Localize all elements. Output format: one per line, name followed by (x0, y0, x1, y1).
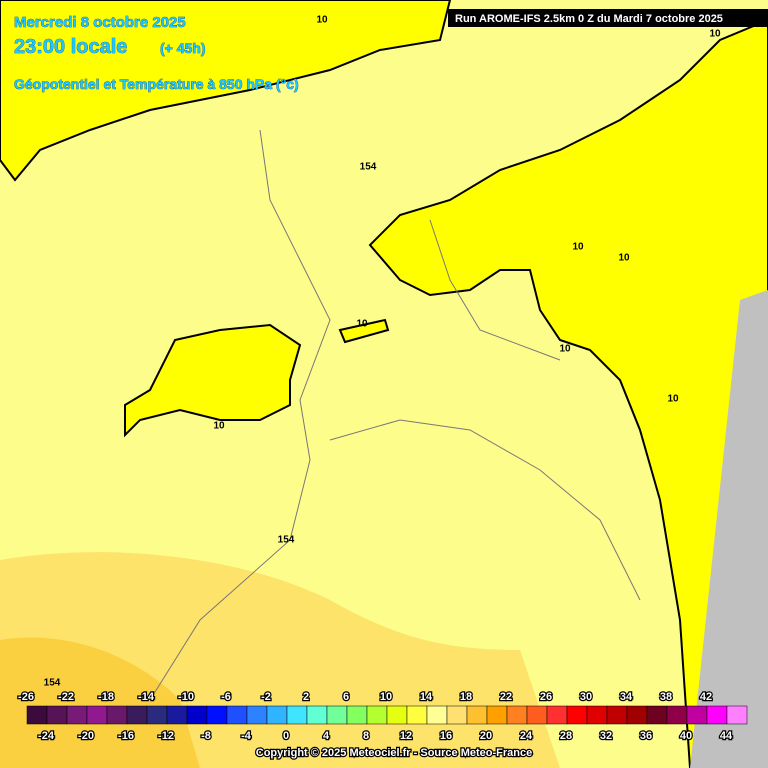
legend-swatch (606, 705, 628, 725)
legend-swatch (346, 705, 368, 725)
legend-label: -10 (178, 691, 194, 703)
contour-label: 10 (572, 242, 584, 253)
legend-label: 24 (520, 730, 533, 742)
legend-swatch (666, 705, 688, 725)
legend-label: 22 (500, 691, 512, 703)
legend-swatch (686, 705, 708, 725)
contour-label: 10 (709, 29, 721, 40)
legend-swatch (286, 705, 308, 725)
legend-swatch (126, 705, 148, 725)
legend-swatch (46, 705, 68, 725)
legend-swatch (106, 705, 128, 725)
lead: (+ 45h) (160, 40, 206, 56)
contour-label: 154 (278, 535, 295, 546)
legend-swatch (306, 705, 328, 725)
legend-label: 38 (660, 691, 672, 703)
warm-area (0, 637, 200, 768)
legend-label: 18 (460, 691, 472, 703)
legend-swatch (406, 705, 428, 725)
legend-label: -14 (138, 691, 155, 703)
legend-swatch (326, 705, 348, 725)
legend-label: -12 (158, 730, 174, 742)
legend-label: 10 (380, 691, 392, 703)
legend-swatch (466, 705, 488, 725)
run-box (448, 9, 768, 27)
legend-label: 44 (720, 730, 733, 742)
legend-swatch (646, 705, 668, 725)
copyright: Copyright © 2025 Meteociel.fr - Source M… (256, 747, 532, 759)
legend-swatch (386, 705, 408, 725)
cold-area (0, 0, 452, 182)
borders (149, 129, 641, 701)
legend-swatch (566, 705, 588, 725)
legend-label: 16 (440, 730, 452, 742)
legend-label: 42 (700, 691, 712, 703)
legend-swatch (366, 705, 388, 725)
legend-swatch (266, 705, 288, 725)
legend-swatch (586, 705, 608, 725)
legend-swatch (526, 705, 548, 725)
legend-swatch (726, 705, 748, 725)
legend-swatch (446, 705, 468, 725)
legend-label: 2 (303, 691, 309, 703)
legend-swatch (146, 705, 168, 725)
legend-label: 4 (323, 730, 330, 742)
legend-label: -24 (38, 730, 55, 742)
time: 23:00 locale (14, 36, 127, 58)
legend-swatch (706, 705, 728, 725)
legend-swatch (186, 705, 208, 725)
legend-label: 36 (640, 730, 652, 742)
legend-label: 8 (363, 730, 369, 742)
run-info: Run AROME-IFS 2.5km 0 Z du Mardi 7 octob… (455, 13, 723, 25)
contour-label: 10 (213, 421, 225, 432)
contour-label: 154 (360, 162, 377, 173)
legend-swatch (506, 705, 528, 725)
legend-label: 28 (560, 730, 572, 742)
legend-label: -18 (98, 691, 114, 703)
parameter: Géopotentiel et Température à 850 hPa (°… (14, 76, 299, 92)
legend-label: -20 (78, 730, 94, 742)
legend-swatch (246, 705, 268, 725)
legend-swatch (426, 705, 448, 725)
legend-swatch (626, 705, 648, 725)
legend-label: 12 (400, 730, 412, 742)
legend-label: -4 (241, 730, 252, 742)
legend-label: 40 (680, 730, 692, 742)
contour-label: 154 (44, 678, 61, 689)
legend-swatch (226, 705, 248, 725)
contour-label: 10 (316, 15, 328, 26)
legend-label: -8 (201, 730, 211, 742)
legend-label: -26 (18, 691, 34, 703)
contour-label: 10 (618, 253, 630, 264)
legend-label: -6 (221, 691, 231, 703)
legend-swatch (206, 705, 228, 725)
legend-label: -22 (58, 691, 74, 703)
legend-label: 6 (343, 691, 349, 703)
legend-label: 26 (540, 691, 552, 703)
contour-label: 10 (559, 344, 571, 355)
legend-swatch (546, 705, 568, 725)
cold-area (338, 318, 390, 344)
legend-label: 14 (420, 691, 433, 703)
cold-area (124, 323, 302, 438)
legend-label: 34 (620, 691, 633, 703)
legend-swatch (486, 705, 508, 725)
contour-label: 10 (356, 319, 368, 330)
outside-domain (690, 290, 768, 768)
legend-swatch (66, 705, 88, 725)
legend-label: -2 (261, 691, 271, 703)
legend-label: 32 (600, 730, 612, 742)
legend-swatch (86, 705, 108, 725)
legend-swatch (26, 705, 48, 725)
cold-area (368, 18, 768, 768)
legend-label: 0 (283, 730, 289, 742)
contour-label: 10 (667, 394, 679, 405)
date: Mercredi 8 octobre 2025 (14, 14, 186, 31)
legend-label: 30 (580, 691, 592, 703)
legend-label: -16 (118, 730, 134, 742)
legend-label: 20 (480, 730, 492, 742)
legend-swatch (166, 705, 188, 725)
